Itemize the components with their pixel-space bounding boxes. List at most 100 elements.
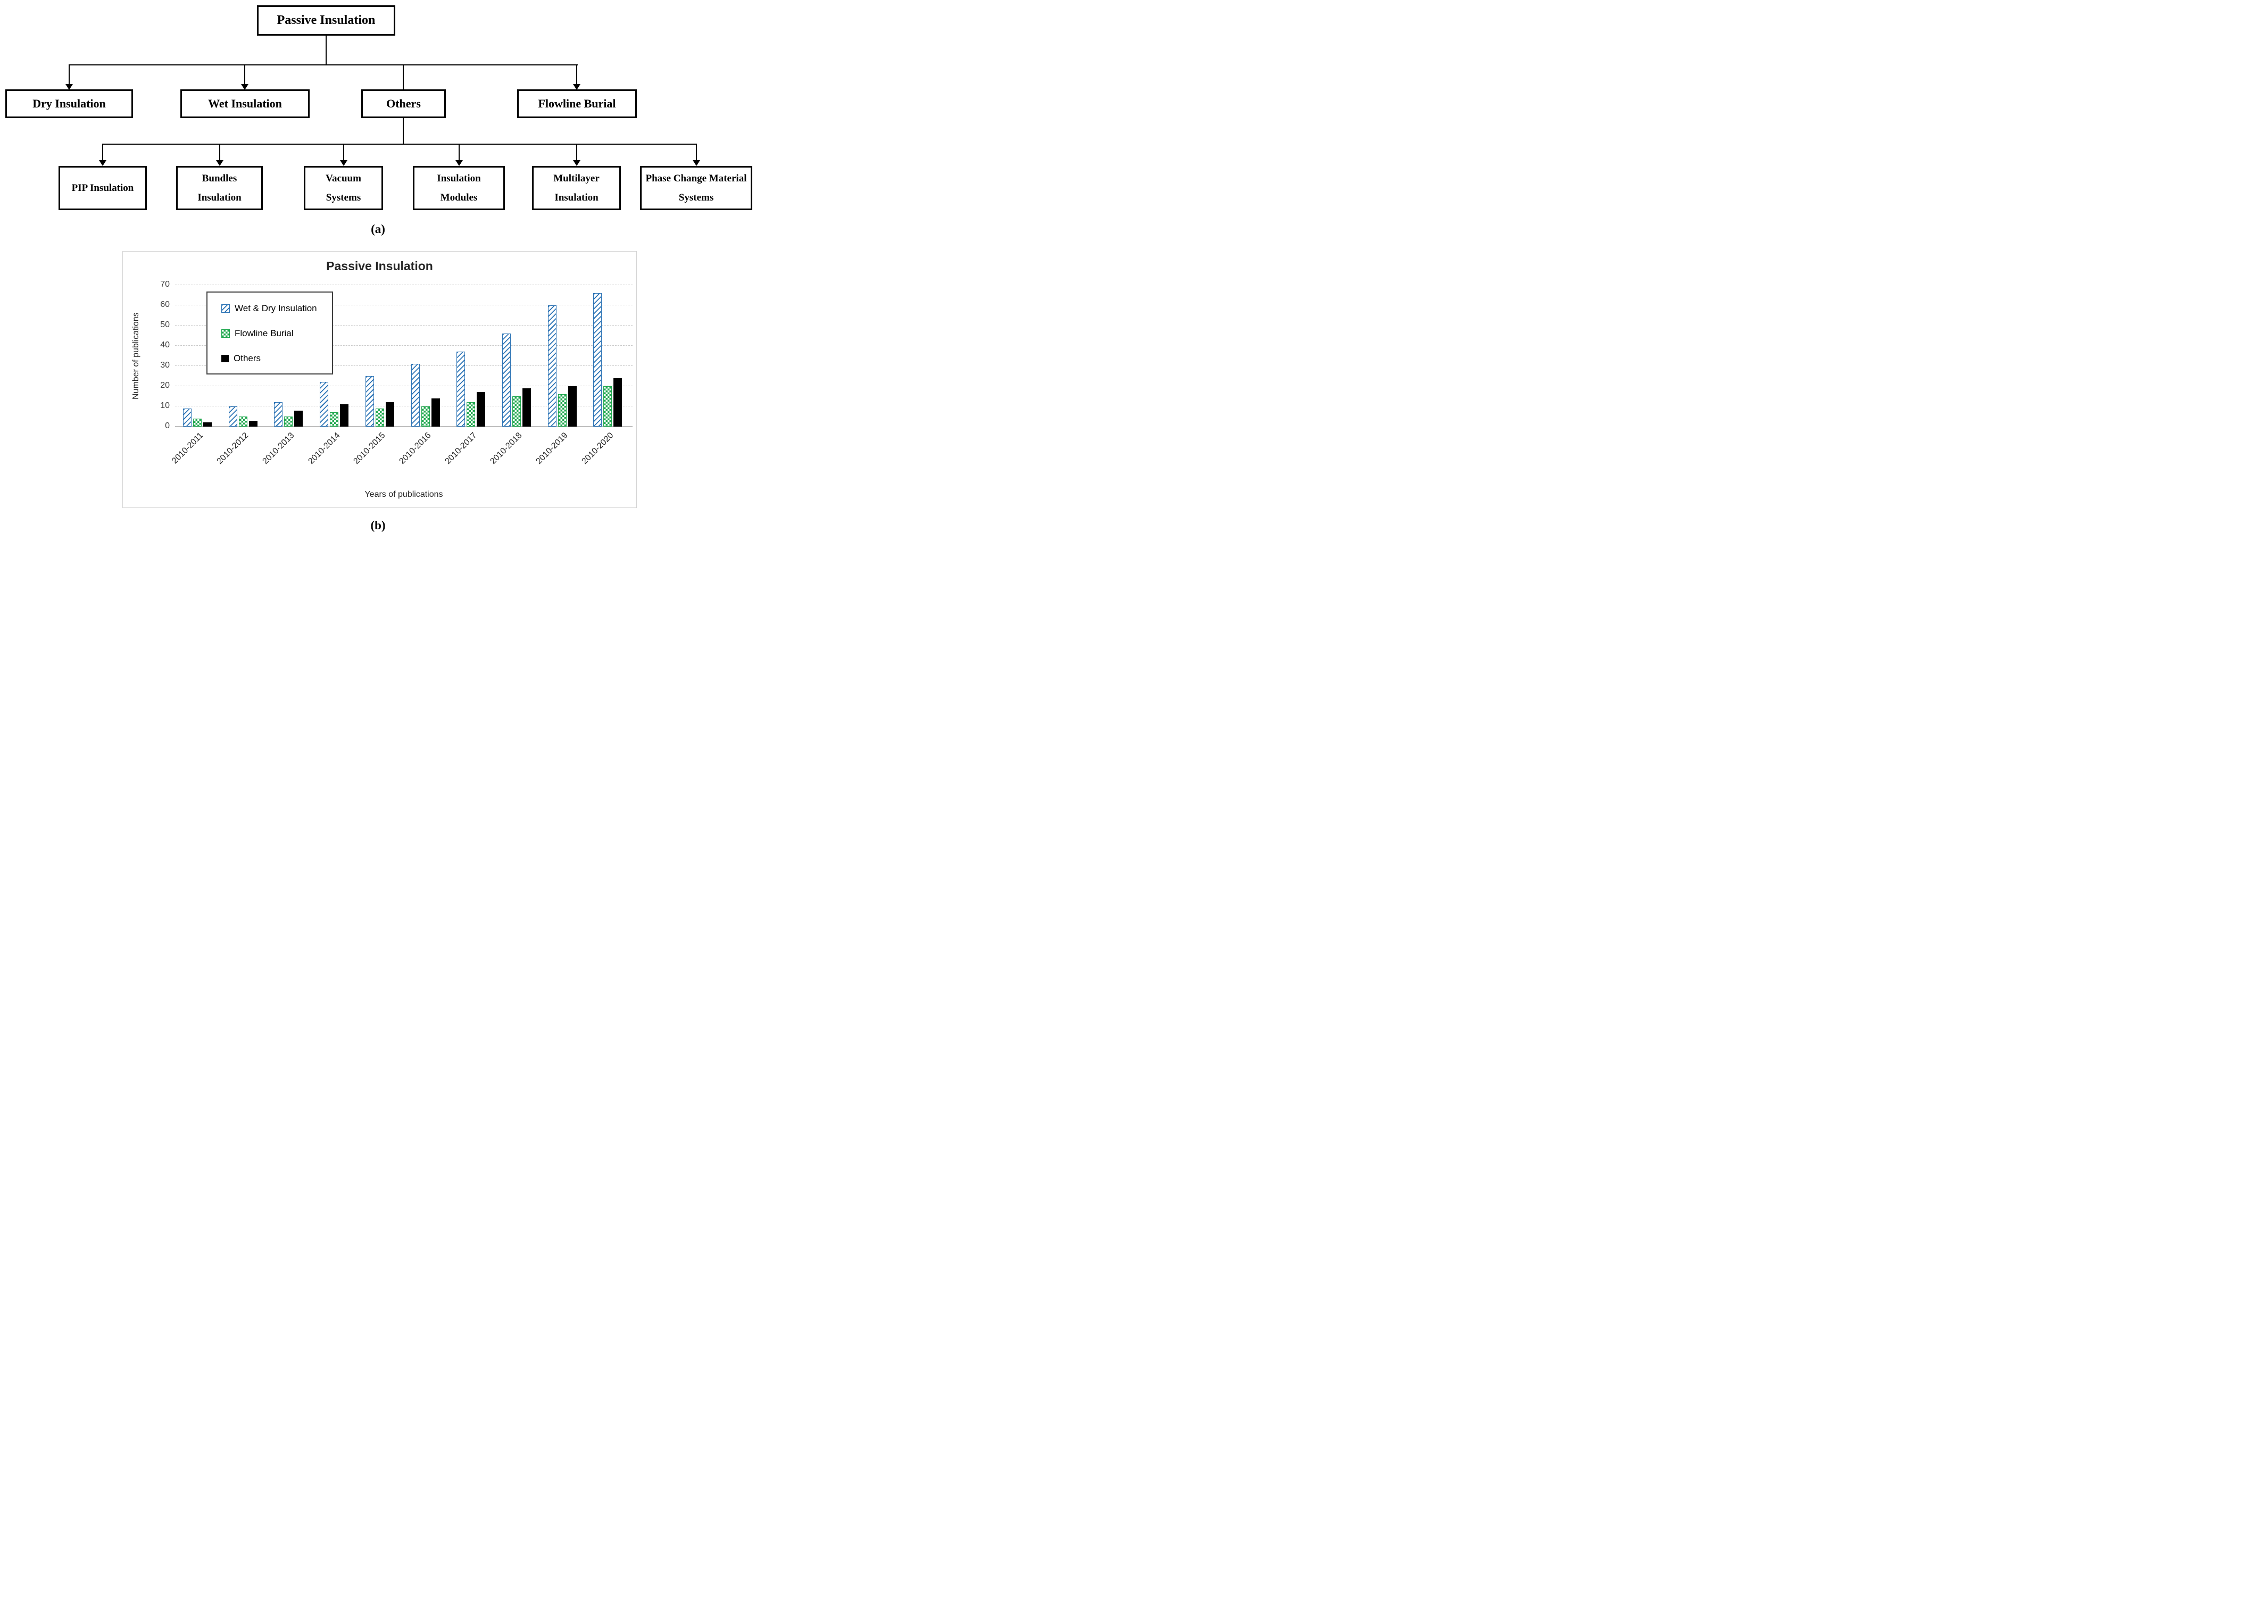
bar-flowline-burial-2010-2019 bbox=[558, 394, 567, 427]
bar-flowline-burial-2010-2014 bbox=[330, 412, 339, 427]
flowchart-root-label: Passive Insulation bbox=[277, 13, 376, 27]
bar-flowline-burial-2010-2013 bbox=[284, 417, 293, 427]
x-tick-label: 2010-2013 bbox=[261, 431, 296, 467]
chart-panel: Passive Insulation Number of publication… bbox=[122, 251, 637, 508]
connector-vacuum-stub bbox=[343, 145, 344, 161]
bar-others-2010-2018 bbox=[522, 388, 531, 427]
plot-area: 0 10 20 30 40 50 60 70 2010-2011 2010-2012 2010-20… bbox=[160, 280, 633, 466]
arrow-down-icon bbox=[340, 160, 347, 166]
connector-others-stub bbox=[403, 65, 404, 89]
x-tick-label: 2010-2016 bbox=[397, 431, 433, 467]
bar-wet-dry-insulation-2010-2018 bbox=[502, 334, 511, 427]
bar-flowline-burial-2010-2020 bbox=[603, 386, 612, 427]
y-tick-label: 0 bbox=[165, 421, 170, 430]
bar-flowline-burial-2010-2018 bbox=[512, 396, 521, 427]
flowchart-box-label: Insulation Modules bbox=[437, 173, 481, 203]
bar-group-2010-2014 bbox=[320, 382, 349, 427]
bar-wet-dry-insulation-2010-2014 bbox=[320, 382, 329, 427]
bar-flowline-burial-2010-2016 bbox=[421, 406, 430, 427]
arrow-down-icon bbox=[573, 160, 580, 166]
bar-others-2010-2015 bbox=[385, 402, 394, 427]
flowchart-box-others: Others bbox=[361, 89, 446, 118]
connector-modules-stub bbox=[459, 145, 460, 161]
flowchart-box-label: Phase Change Material Systems bbox=[645, 173, 747, 203]
flowchart-box-multilayer-insulation: Multilayer Insulation bbox=[532, 166, 621, 210]
legend-swatch-solid-icon bbox=[221, 354, 229, 362]
connector-wet-stub bbox=[244, 65, 245, 84]
legend-swatch-checker-icon bbox=[221, 329, 230, 338]
arrow-down-icon bbox=[99, 160, 106, 166]
flowchart-box-label: Vacuum Systems bbox=[326, 173, 361, 203]
legend-label: Flowline Burial bbox=[235, 328, 294, 338]
bar-wet-dry-insulation-2010-2015 bbox=[365, 376, 374, 427]
connector-multilayer-stub bbox=[576, 145, 577, 161]
bar-group-2010-2012 bbox=[228, 406, 257, 427]
connector-pcm-stub bbox=[696, 145, 697, 161]
flowchart-box-flowline-burial: Flowline Burial bbox=[517, 89, 637, 118]
legend-item-wet-dry-insulation: Wet & Dry Insulation bbox=[207, 296, 332, 321]
x-tick-label: 2010-2020 bbox=[580, 431, 616, 467]
connector-bundles-stub bbox=[219, 145, 220, 161]
flowchart-box-wet-insulation: Wet Insulation bbox=[180, 89, 310, 118]
legend-item-others: Others bbox=[207, 346, 332, 371]
y-tick-label: 50 bbox=[160, 320, 170, 329]
bar-flowline-burial-2010-2011 bbox=[193, 418, 202, 427]
chart-legend: Wet & Dry Insulation Flowline Burial Oth… bbox=[206, 292, 333, 374]
arrow-down-icon bbox=[241, 84, 248, 90]
bar-others-2010-2017 bbox=[477, 392, 486, 427]
bar-group-2010-2011 bbox=[183, 408, 212, 427]
connector-dry-stub bbox=[69, 65, 70, 84]
flowchart-box-label: Bundles Insulation bbox=[197, 173, 242, 203]
y-tick-label: 30 bbox=[160, 361, 170, 370]
bar-flowline-burial-2010-2017 bbox=[467, 402, 476, 427]
flowchart-box-label: Others bbox=[386, 97, 421, 110]
legend-swatch-hatch-icon bbox=[221, 304, 230, 313]
bar-group-2010-2015 bbox=[365, 376, 394, 427]
y-tick-label: 70 bbox=[160, 280, 170, 289]
x-tick-label: 2010-2019 bbox=[534, 431, 570, 467]
gridline bbox=[175, 325, 633, 326]
bar-group-2010-2020 bbox=[593, 293, 622, 427]
arrow-down-icon bbox=[216, 160, 223, 166]
x-tick-label: 2010-2012 bbox=[215, 431, 251, 467]
bar-wet-dry-insulation-2010-2019 bbox=[547, 305, 556, 427]
bar-group-2010-2016 bbox=[411, 364, 440, 427]
flowchart-box-passive-insulation: Passive Insulation bbox=[257, 5, 395, 36]
gridline bbox=[175, 365, 633, 366]
bar-others-2010-2012 bbox=[248, 420, 257, 427]
x-tick-label: 2010-2011 bbox=[170, 431, 205, 466]
y-tick-label: 40 bbox=[160, 340, 170, 349]
panel-b-caption: (b) bbox=[370, 519, 386, 532]
bar-group-2010-2018 bbox=[502, 334, 531, 427]
legend-label: Wet & Dry Insulation bbox=[235, 303, 317, 313]
x-axis-title: Years of publications bbox=[364, 490, 443, 499]
gridline bbox=[175, 345, 633, 346]
x-tick-label: 2010-2015 bbox=[352, 431, 387, 467]
flowchart-box-label: Dry Insulation bbox=[32, 97, 106, 110]
flowchart-box-label: Multilayer Insulation bbox=[553, 173, 600, 203]
bar-wet-dry-insulation-2010-2016 bbox=[411, 364, 420, 427]
bar-others-2010-2013 bbox=[294, 410, 303, 427]
flowchart-box-pip-insulation: PIP Insulation bbox=[59, 166, 147, 210]
flowchart-box-insulation-modules: Insulation Modules bbox=[413, 166, 505, 210]
connector-flowline-stub bbox=[576, 65, 577, 84]
connector-pip-stub bbox=[102, 145, 103, 161]
bar-wet-dry-insulation-2010-2011 bbox=[183, 408, 192, 427]
x-tick-label: 2010-2017 bbox=[443, 431, 479, 467]
flowchart-box-dry-insulation: Dry Insulation bbox=[5, 89, 133, 118]
legend-item-flowline-burial: Flowline Burial bbox=[207, 321, 332, 346]
flowchart-box-bundles-insulation: Bundles Insulation bbox=[176, 166, 263, 210]
bar-group-2010-2017 bbox=[456, 352, 486, 427]
bar-others-2010-2020 bbox=[613, 378, 622, 427]
y-tick-label: 20 bbox=[160, 381, 170, 390]
bar-others-2010-2016 bbox=[431, 398, 440, 427]
connector-level2-line bbox=[102, 144, 697, 145]
bar-group-2010-2019 bbox=[547, 305, 577, 427]
arrow-down-icon bbox=[573, 84, 580, 90]
connector-root-stub bbox=[326, 36, 327, 65]
bar-wet-dry-insulation-2010-2017 bbox=[456, 352, 466, 427]
flowchart-box-label: Flowline Burial bbox=[538, 97, 616, 110]
x-axis-line bbox=[175, 426, 633, 427]
flowchart-box-vacuum-systems: Vacuum Systems bbox=[304, 166, 383, 210]
bar-others-2010-2014 bbox=[340, 404, 349, 427]
